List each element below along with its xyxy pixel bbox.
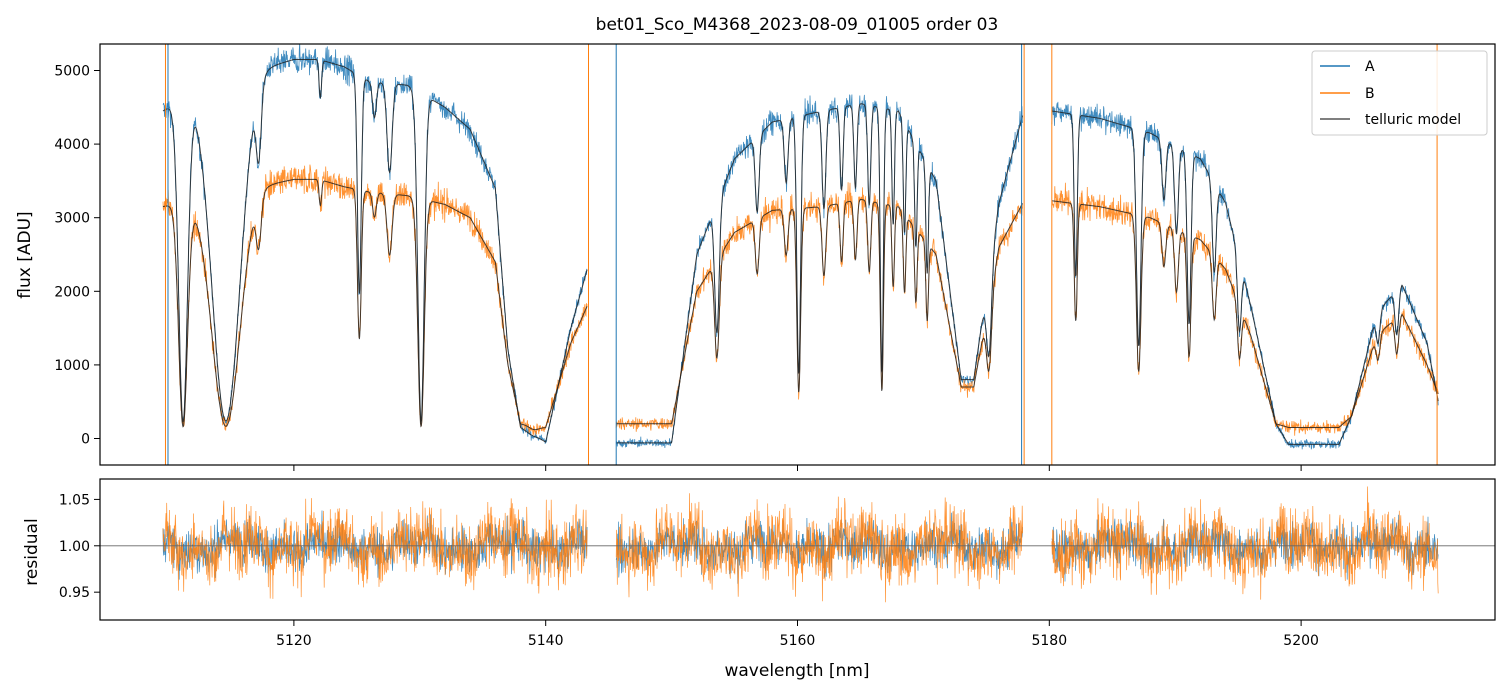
- legend-box: [1311, 50, 1488, 136]
- flux-y-label: flux [ADU]: [15, 211, 35, 298]
- flux-y-tick-label: 1000: [54, 358, 90, 374]
- residual-y-label: residual: [22, 518, 42, 585]
- residual-y-tick-label: 0.95: [59, 585, 90, 601]
- residual-x-tick-label: 5180: [1031, 633, 1067, 649]
- legend-label-b: B: [1365, 86, 1375, 102]
- x-axis-label: wavelength [nm]: [724, 661, 869, 681]
- residual-panel: 0.95 1.00 1.05 5120 5140 5160 5180 5200 residu…: [22, 478, 1496, 681]
- telluric-model-line: [616, 199, 1024, 425]
- telluric-model-line: [1051, 200, 1439, 428]
- telluric-model-line: [162, 178, 588, 431]
- flux-y-tick-label: 4000: [54, 137, 90, 153]
- flux-data: [162, 44, 1439, 465]
- flux-panel: 0 1000 2000 3000 4000 5000 flux [ADU] A B tel…: [15, 43, 1496, 471]
- legend: A B telluric model: [1311, 50, 1488, 136]
- flux-y-axis: 0 1000 2000 3000 4000 5000: [54, 63, 100, 448]
- flux-y-tick-label: 5000: [54, 63, 90, 79]
- series-a-line: [1051, 101, 1439, 450]
- flux-y-tick-label: 3000: [54, 211, 90, 227]
- flux-y-tick-label: 0: [81, 432, 90, 448]
- residual-x-axis: 5120 5140 5160 5180 5200: [276, 620, 1319, 649]
- residual-b-line: [615, 493, 1023, 603]
- series-b-line: [1051, 182, 1439, 436]
- residual-b-line: [162, 498, 588, 599]
- chart-title: bet01_Sco_M4368_2023-08-09_01005 order 0…: [596, 15, 999, 35]
- residual-y-tick-label: 1.00: [59, 539, 90, 555]
- legend-label-telluric-model: telluric model: [1365, 112, 1461, 128]
- residual-x-tick-label: 5120: [276, 633, 312, 649]
- flux-x-ticks: [293, 465, 1302, 471]
- residual-y-axis: 0.95 1.00 1.05: [59, 492, 100, 601]
- residual-b-line: [1051, 486, 1439, 600]
- flux-y-tick-label: 2000: [54, 284, 90, 300]
- residual-x-tick-label: 5160: [780, 633, 816, 649]
- legend-label-a: A: [1365, 59, 1375, 75]
- residual-data: [100, 486, 1495, 603]
- telluric-model-line: [1051, 110, 1439, 445]
- residual-x-tick-label: 5140: [528, 633, 564, 649]
- telluric-model-line: [616, 103, 1024, 444]
- flux-plot-area: [100, 44, 1495, 465]
- residual-x-tick-label: 5200: [1283, 633, 1319, 649]
- residual-y-tick-label: 1.05: [59, 492, 90, 508]
